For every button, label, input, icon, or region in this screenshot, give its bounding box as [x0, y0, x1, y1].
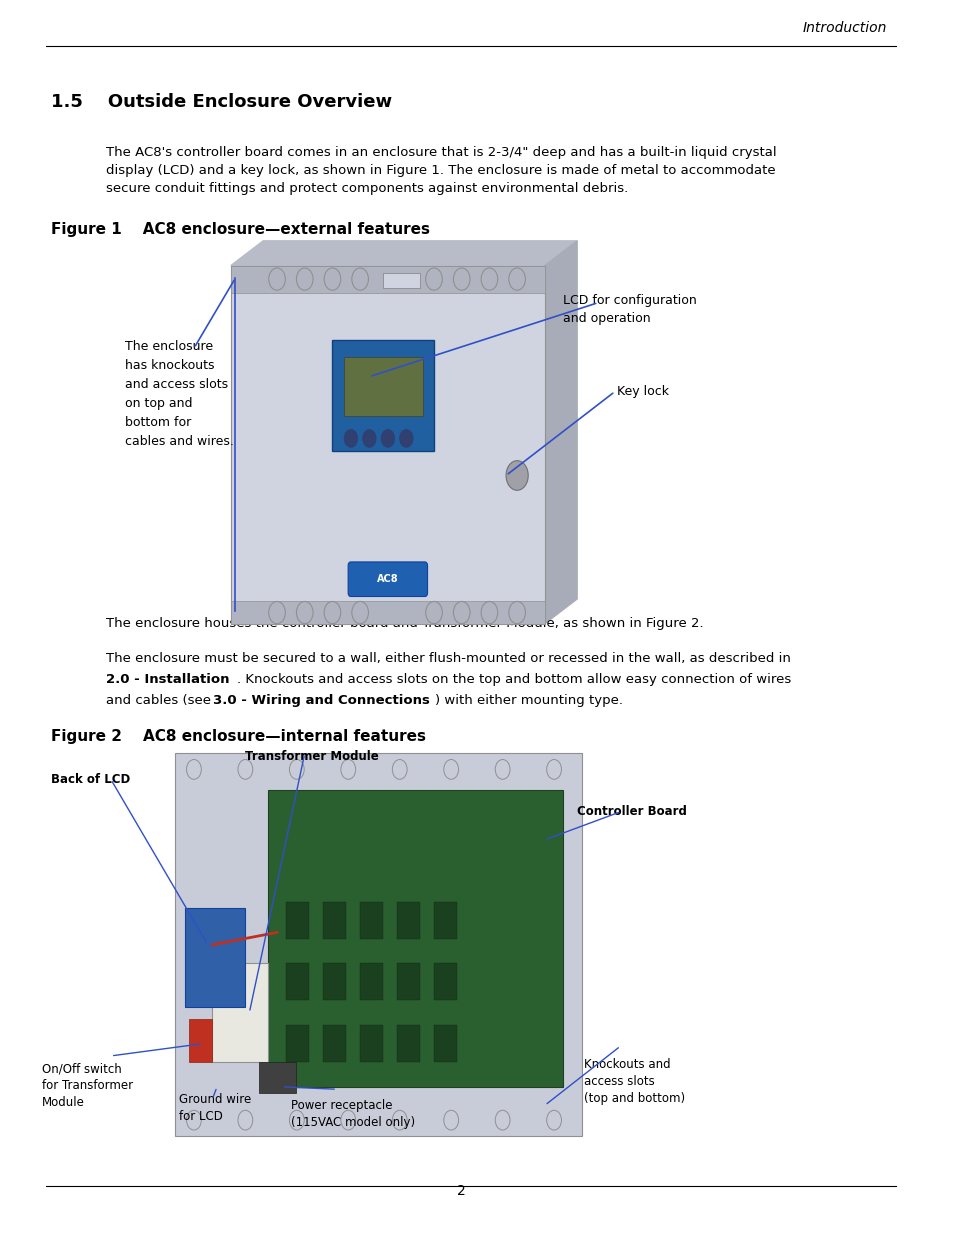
Text: The enclosure
has knockouts
and access slots
on top and
bottom for
cables and wi: The enclosure has knockouts and access s… [125, 340, 233, 447]
Text: The enclosure must be secured to a wall, either flush-mounted or recessed in the: The enclosure must be secured to a wall,… [106, 652, 790, 666]
Bar [360, 902, 383, 939]
Circle shape [505, 461, 528, 490]
Bar [360, 1025, 383, 1062]
Text: Key lock: Key lock [617, 385, 668, 399]
Bar [185, 908, 245, 1007]
Bar [383, 273, 419, 288]
Text: Introduction: Introduction [801, 21, 885, 35]
Bar [286, 963, 309, 1000]
Text: LCD for configuration
and operation: LCD for configuration and operation [562, 294, 697, 325]
Text: Power receptacle
(115VAC model only): Power receptacle (115VAC model only) [291, 1099, 415, 1129]
Text: The enclosure houses the controller board and Transformer Module, as shown in Fi: The enclosure houses the controller boar… [106, 618, 703, 631]
Polygon shape [231, 241, 577, 266]
Text: Figure 2    AC8 enclosure—internal features: Figure 2 AC8 enclosure—internal features [51, 729, 425, 743]
Bar [323, 963, 346, 1000]
Bar [396, 963, 419, 1000]
Text: 3.0 - Wiring and Connections: 3.0 - Wiring and Connections [213, 694, 430, 708]
Text: The AC8's controller board comes in an enclosure that is 2-3/4" deep and has a b: The AC8's controller board comes in an e… [106, 146, 776, 195]
Bar [286, 1025, 309, 1062]
Text: 1.5    Outside Enclosure Overview: 1.5 Outside Enclosure Overview [51, 93, 392, 111]
Text: Transformer Module: Transformer Module [245, 750, 378, 763]
Bar [360, 963, 383, 1000]
Bar [396, 1025, 419, 1062]
Text: AC8: AC8 [376, 574, 398, 584]
Text: Ground wire
for LCD: Ground wire for LCD [179, 1093, 252, 1123]
Bar [231, 601, 544, 624]
Text: Controller Board: Controller Board [577, 805, 686, 819]
Text: and cables (see: and cables (see [106, 694, 215, 708]
FancyBboxPatch shape [348, 562, 427, 597]
Bar [434, 902, 456, 939]
Bar [434, 963, 456, 1000]
Bar [323, 1025, 346, 1062]
Bar [258, 1062, 295, 1093]
Bar [343, 357, 422, 416]
Bar [434, 1025, 456, 1062]
Bar [213, 963, 268, 1062]
Bar [189, 1019, 213, 1062]
Text: 2.0 - Installation: 2.0 - Installation [106, 673, 230, 687]
Bar [332, 340, 434, 451]
Text: On/Off switch
for Transformer
Module: On/Off switch for Transformer Module [42, 1062, 132, 1109]
Text: Knockouts and
access slots
(top and bottom): Knockouts and access slots (top and bott… [583, 1058, 684, 1105]
Circle shape [344, 430, 357, 447]
Bar [396, 902, 419, 939]
Text: Back of LCD: Back of LCD [51, 773, 130, 787]
Polygon shape [544, 241, 577, 624]
Text: Figure 1    AC8 enclosure—external features: Figure 1 AC8 enclosure—external features [51, 222, 430, 237]
Bar [323, 902, 346, 939]
Circle shape [362, 430, 375, 447]
Bar [231, 266, 544, 293]
Bar [286, 902, 309, 939]
Circle shape [381, 430, 394, 447]
Circle shape [399, 430, 413, 447]
Bar [231, 266, 544, 624]
Bar [175, 753, 581, 1136]
Text: ) with either mounting type.: ) with either mounting type. [435, 694, 622, 708]
Text: 2: 2 [456, 1184, 466, 1198]
Bar [268, 790, 562, 1087]
Text: . Knockouts and access slots on the top and bottom allow easy connection of wire: . Knockouts and access slots on the top … [237, 673, 791, 687]
